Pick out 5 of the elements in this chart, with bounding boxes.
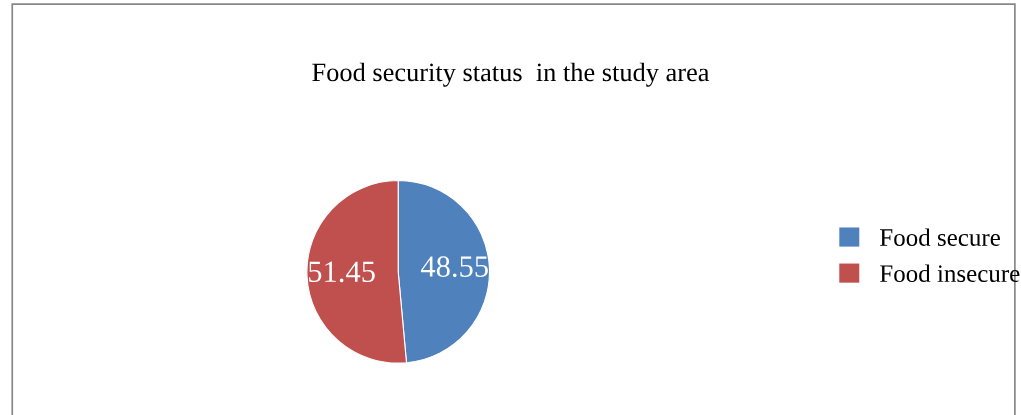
chart-title: Food security status in the study area xyxy=(312,62,710,87)
data-label: 48.55 xyxy=(420,256,488,278)
legend-label: Food insecure xyxy=(880,264,1020,283)
legend-label: Food secure xyxy=(880,228,1000,246)
data-label: 51.45 xyxy=(309,261,375,283)
